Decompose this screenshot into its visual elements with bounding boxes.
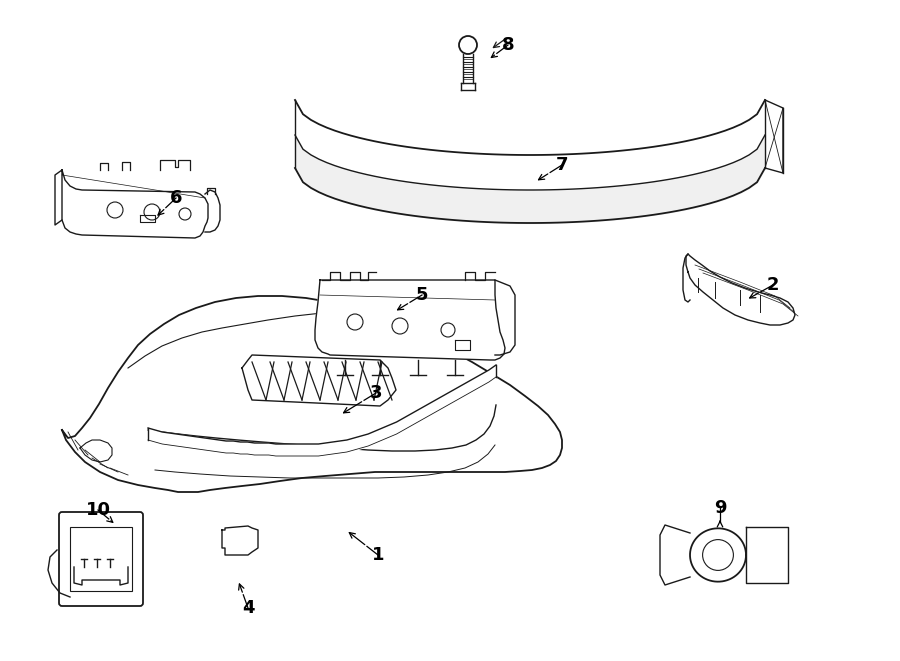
Circle shape (459, 36, 477, 54)
Text: 5: 5 (416, 286, 428, 304)
Text: 1: 1 (372, 546, 384, 564)
Polygon shape (222, 526, 258, 555)
Text: 9: 9 (714, 499, 726, 517)
FancyBboxPatch shape (59, 512, 143, 606)
Polygon shape (62, 296, 562, 492)
Polygon shape (690, 528, 746, 582)
Polygon shape (62, 170, 208, 238)
Polygon shape (686, 254, 795, 325)
Text: 2: 2 (767, 276, 779, 294)
Text: 6: 6 (170, 189, 182, 207)
Text: 10: 10 (86, 501, 111, 519)
Polygon shape (315, 280, 505, 360)
Polygon shape (660, 525, 690, 585)
Polygon shape (495, 280, 515, 355)
Polygon shape (683, 254, 690, 302)
Text: 3: 3 (370, 384, 382, 402)
Polygon shape (205, 190, 220, 232)
Text: 8: 8 (501, 36, 514, 54)
Circle shape (703, 539, 733, 570)
Text: 7: 7 (556, 156, 568, 174)
Text: 4: 4 (242, 599, 254, 617)
Polygon shape (746, 527, 788, 583)
Bar (70, 527, 132, 591)
